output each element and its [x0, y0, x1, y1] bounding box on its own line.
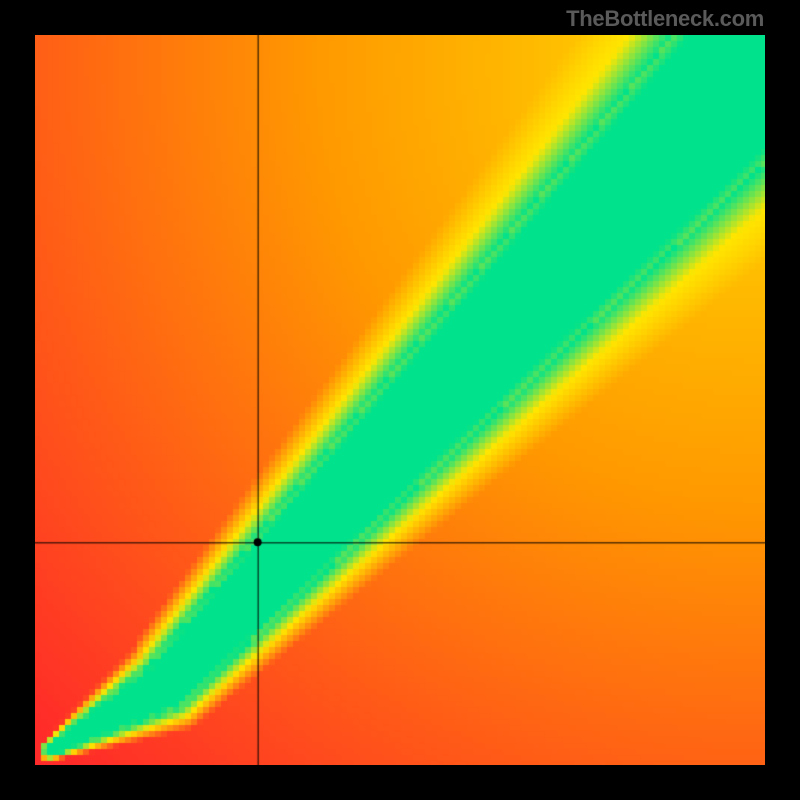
bottleneck-heatmap — [35, 35, 765, 765]
chart-container: TheBottleneck.com — [0, 0, 800, 800]
attribution-label: TheBottleneck.com — [566, 6, 764, 32]
